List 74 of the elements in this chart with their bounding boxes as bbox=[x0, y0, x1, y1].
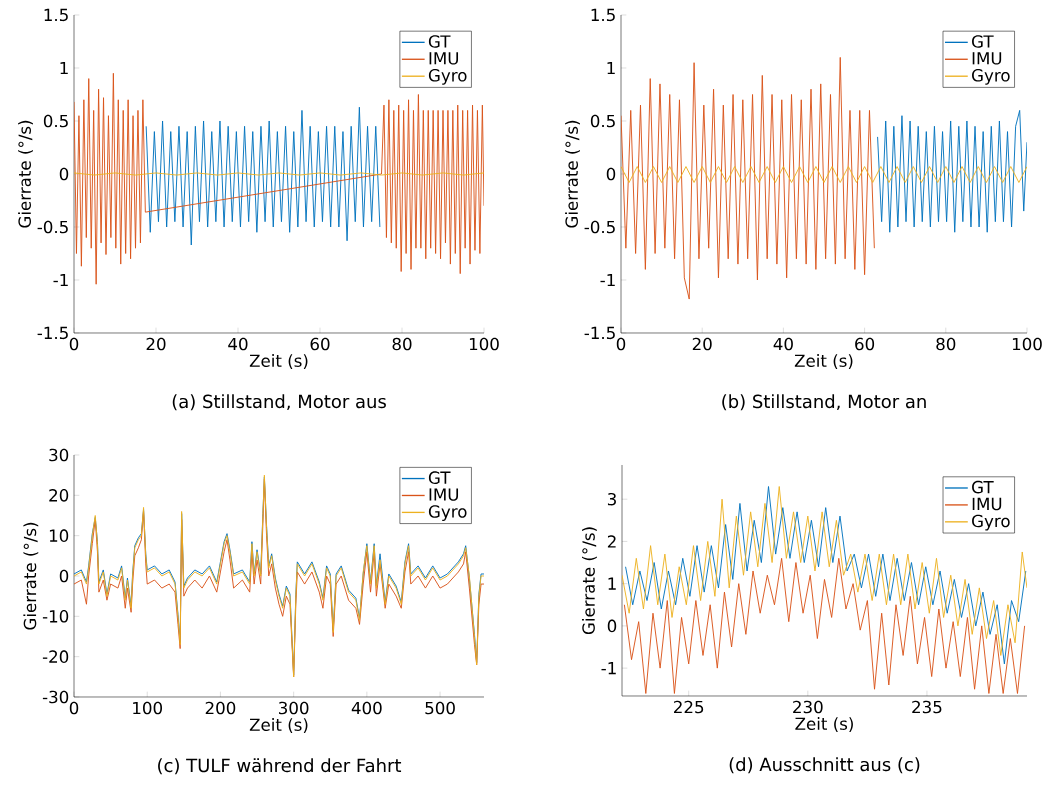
y-tick-label: -1.5 bbox=[37, 326, 68, 340]
legend-label: Gyro bbox=[972, 514, 1010, 531]
x-tick-label: 20 bbox=[146, 337, 166, 351]
text: (c) TULF während der Fahrt bbox=[158, 758, 402, 775]
y-tick-label: 20 bbox=[49, 489, 69, 502]
x-tick-label: 100 bbox=[469, 337, 499, 351]
legend-label: IMU bbox=[429, 52, 459, 65]
x-tick-label: 100 bbox=[133, 701, 163, 715]
x-tick-label: 300 bbox=[279, 701, 309, 715]
x-tick-label: 80 bbox=[936, 337, 956, 351]
x-tick-label: 235 bbox=[912, 700, 942, 714]
x-tick-label: 60 bbox=[855, 337, 875, 351]
y-tick-label: -1 bbox=[53, 273, 68, 287]
x-tick-label: 20 bbox=[692, 337, 712, 351]
y-tick-label: 0 bbox=[59, 167, 69, 181]
y-tick-label: -10 bbox=[42, 610, 69, 623]
legend-label: IMU bbox=[972, 52, 1002, 65]
y-axis-title: Gierrate (°/s) bbox=[581, 527, 597, 635]
y-tick-label: 3 bbox=[607, 492, 616, 506]
y-tick-label: -0.5 bbox=[584, 220, 615, 234]
x-axis-title: Zeit (s) bbox=[794, 354, 853, 369]
x-tick-label: 400 bbox=[351, 701, 382, 715]
y-tick-label: 0 bbox=[606, 167, 616, 181]
x-axis-title: Zeit (s) bbox=[795, 717, 853, 732]
line-series bbox=[621, 56, 875, 300]
y-tick-label: 2 bbox=[607, 535, 616, 548]
y-tick-label: -30 bbox=[42, 690, 69, 704]
legend-label: IMU bbox=[972, 497, 1002, 511]
y-tick-label: -0.5 bbox=[37, 220, 68, 234]
y-tick-label: 1 bbox=[60, 61, 68, 75]
y-tick-label: 0 bbox=[59, 569, 69, 583]
text: (a) Stillstand, Motor aus bbox=[172, 394, 386, 411]
x-tick-label: 40 bbox=[773, 337, 793, 351]
y-tick-label: 0.5 bbox=[590, 114, 615, 128]
y-tick-label: 1.5 bbox=[591, 8, 615, 22]
y-tick-label: 1 bbox=[607, 61, 615, 75]
x-tick-label: 80 bbox=[392, 337, 412, 351]
x-tick-label: 225 bbox=[674, 700, 704, 714]
x-tick-label: 40 bbox=[228, 337, 248, 351]
x-tick-label: 0 bbox=[616, 337, 626, 351]
y-tick-label: 0 bbox=[607, 619, 617, 633]
x-axis-title: Zeit (s) bbox=[249, 354, 308, 369]
y-tick-label: -1 bbox=[601, 662, 616, 675]
legend-label: Gyro bbox=[972, 69, 1010, 85]
y-tick-label: 30 bbox=[49, 448, 69, 462]
x-tick-label: 500 bbox=[425, 701, 455, 715]
x-tick-label: 200 bbox=[205, 701, 236, 715]
y-axis-title: Gierrate (°/s) bbox=[23, 522, 39, 630]
y-axis-title: Gierrate (°/s) bbox=[565, 120, 580, 228]
y-tick-label: 10 bbox=[49, 529, 69, 542]
text: (b) Stillstand, Motor an bbox=[722, 394, 926, 411]
legend-label: GT bbox=[972, 480, 994, 494]
line-series bbox=[877, 109, 1027, 233]
y-tick-label: -1.5 bbox=[584, 326, 615, 340]
x-tick-label: 100 bbox=[1012, 337, 1042, 351]
line-series bbox=[145, 106, 381, 246]
y-tick-label: 1 bbox=[608, 577, 616, 590]
legend-label: IMU bbox=[429, 488, 459, 501]
y-tick-label: 0.5 bbox=[43, 114, 68, 128]
y-tick-label: -20 bbox=[42, 650, 69, 663]
x-tick-label: 60 bbox=[310, 337, 330, 351]
legend-label: GT bbox=[428, 471, 451, 484]
legend-label: Gyro bbox=[428, 69, 467, 85]
y-tick-label: -1 bbox=[600, 273, 615, 287]
x-tick-label: 0 bbox=[69, 701, 79, 715]
legend-label: Gyro bbox=[428, 505, 467, 522]
y-axis-title: Gierrate (°/s) bbox=[18, 120, 33, 228]
x-axis-title: Zeit (s) bbox=[249, 718, 308, 733]
text: (d) Ausschnitt aus (c) bbox=[729, 757, 920, 774]
x-tick-label: 230 bbox=[793, 700, 823, 714]
legend-label: GT bbox=[972, 35, 994, 48]
legend-label: GT bbox=[428, 35, 451, 48]
y-tick-label: 1.5 bbox=[44, 8, 68, 22]
x-tick-label: 0 bbox=[69, 337, 79, 351]
